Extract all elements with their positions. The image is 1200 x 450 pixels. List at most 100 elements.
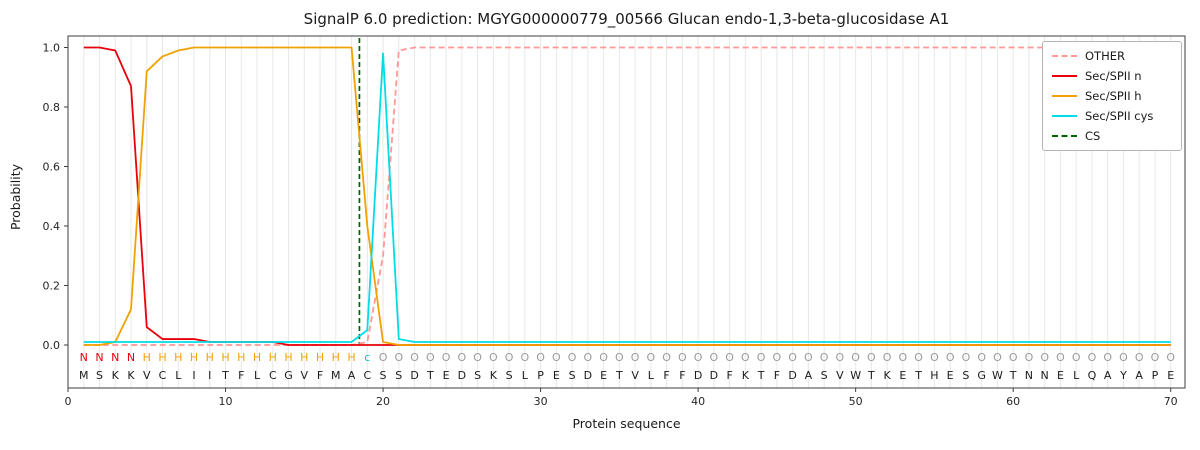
annotation-char: O (1150, 351, 1160, 364)
annotation-char: H (205, 351, 214, 364)
residue-char: T (222, 369, 229, 382)
legend: OTHER Sec/SPII n Sec/SPII h Sec/SPII cys CS (1042, 41, 1182, 151)
plot-frame (67, 35, 1186, 389)
residue-char: K (111, 369, 119, 382)
residue-char: E (552, 369, 560, 382)
residue-char: S (395, 369, 403, 382)
residue-char: Y (1120, 369, 1127, 382)
series-sec-spii-h (83, 46, 1171, 346)
residue-char: K (883, 369, 891, 382)
residue-char: V (300, 369, 309, 382)
annotation-char: O (772, 351, 782, 364)
x-tick-label: 70 (1164, 395, 1178, 408)
y-tick-label: 1.0 (43, 42, 61, 55)
residue-char: D (709, 369, 719, 382)
residue-char: N (1040, 369, 1049, 382)
annotation-char: O (583, 351, 593, 364)
annotation-char: O (551, 351, 561, 364)
annotation-char: O (1024, 351, 1034, 364)
annotation-char: O (914, 351, 923, 364)
residue-char: F (773, 369, 781, 382)
legend-line-sample (1052, 55, 1077, 57)
annotation-char: O (678, 351, 687, 364)
legend-line-sample (1052, 115, 1077, 117)
annotation-char: O (898, 351, 908, 364)
residue-char: M (79, 369, 89, 382)
annotation-char: O (709, 351, 719, 364)
annotation-char: N (79, 351, 88, 364)
x-tick-label: 0 (65, 395, 72, 408)
x-axis-label: Protein sequence (572, 416, 681, 431)
annotation-char: O (630, 351, 640, 364)
annotation-char: N (126, 351, 136, 364)
residue-char: D (410, 369, 419, 382)
annotation-char: H (142, 351, 151, 364)
y-tick-label: 0.8 (43, 101, 61, 114)
annotation-char: N (95, 351, 104, 364)
annotation-char: O (520, 351, 530, 364)
annotation-char: O (615, 351, 624, 364)
residue-char: I (192, 369, 196, 382)
residue-char: T (915, 369, 922, 382)
residue-char: H (930, 369, 939, 382)
annotation-char: O (1071, 351, 1081, 364)
annotation-char: O (977, 351, 986, 364)
annotation-char: O (1166, 351, 1176, 364)
annotation-char: O (867, 351, 876, 364)
residue-char: S (820, 369, 828, 382)
residue-char: V (142, 369, 151, 382)
annotation-char: H (284, 351, 293, 364)
residue-char: K (489, 369, 497, 382)
annotation-char: H (174, 351, 183, 364)
residue-char: G (977, 369, 986, 382)
residue-char: V (631, 369, 639, 382)
residue-char: A (1135, 369, 1143, 382)
legend-line-sample (1052, 135, 1077, 137)
annotation-char: O (567, 351, 577, 364)
residue-char: G (284, 369, 293, 382)
residue-char: V (836, 369, 844, 382)
annotation-char: O (882, 351, 892, 364)
legend-label: CS (1085, 129, 1101, 143)
annotation-char: O (819, 351, 829, 364)
residue-char: N (1024, 369, 1034, 382)
annotation-char: H (158, 351, 167, 364)
annotation-char: H (268, 351, 277, 364)
residue-char: A (347, 369, 356, 382)
annotation-char: O (851, 351, 860, 364)
annotation-char: O (1103, 351, 1113, 364)
legend-label: OTHER (1085, 49, 1125, 63)
residue-char: F (316, 369, 324, 382)
annotation-char: O (1087, 351, 1097, 364)
annotation-char: O (488, 351, 498, 364)
annotation-char: O (1008, 351, 1018, 364)
residue-char: M (331, 369, 341, 382)
x-tick-label: 50 (849, 395, 863, 408)
annotation-char: O (1040, 351, 1049, 364)
legend-label: Sec/SPII cys (1085, 109, 1154, 123)
residue-char: T (868, 369, 875, 382)
residue-char: L (253, 369, 261, 382)
annotation-char: O (1119, 351, 1128, 364)
annotation-char: O (788, 351, 797, 364)
y-tick-label: 0.4 (43, 220, 61, 233)
residue-char: F (238, 369, 245, 382)
residue-char: W (991, 369, 1003, 382)
y-tick-label: 0.2 (43, 280, 61, 293)
residue-char: T (757, 369, 765, 382)
annotation-char: O (1134, 351, 1144, 364)
residue-char: P (537, 369, 544, 382)
annotation-char: O (646, 351, 656, 364)
residue-char: A (804, 369, 813, 382)
annotation-char: H (221, 351, 230, 364)
series-sec-spii-cys (83, 52, 1171, 343)
residue-char: D (693, 369, 703, 382)
legend-item: Sec/SPII n (1052, 69, 1172, 83)
residue-char: S (505, 369, 513, 382)
residue-char: F (679, 369, 686, 382)
residue-char: I (208, 369, 212, 382)
annotation-char: H (300, 351, 309, 364)
residue-char: C (158, 369, 167, 382)
residue-char: D (457, 369, 467, 382)
